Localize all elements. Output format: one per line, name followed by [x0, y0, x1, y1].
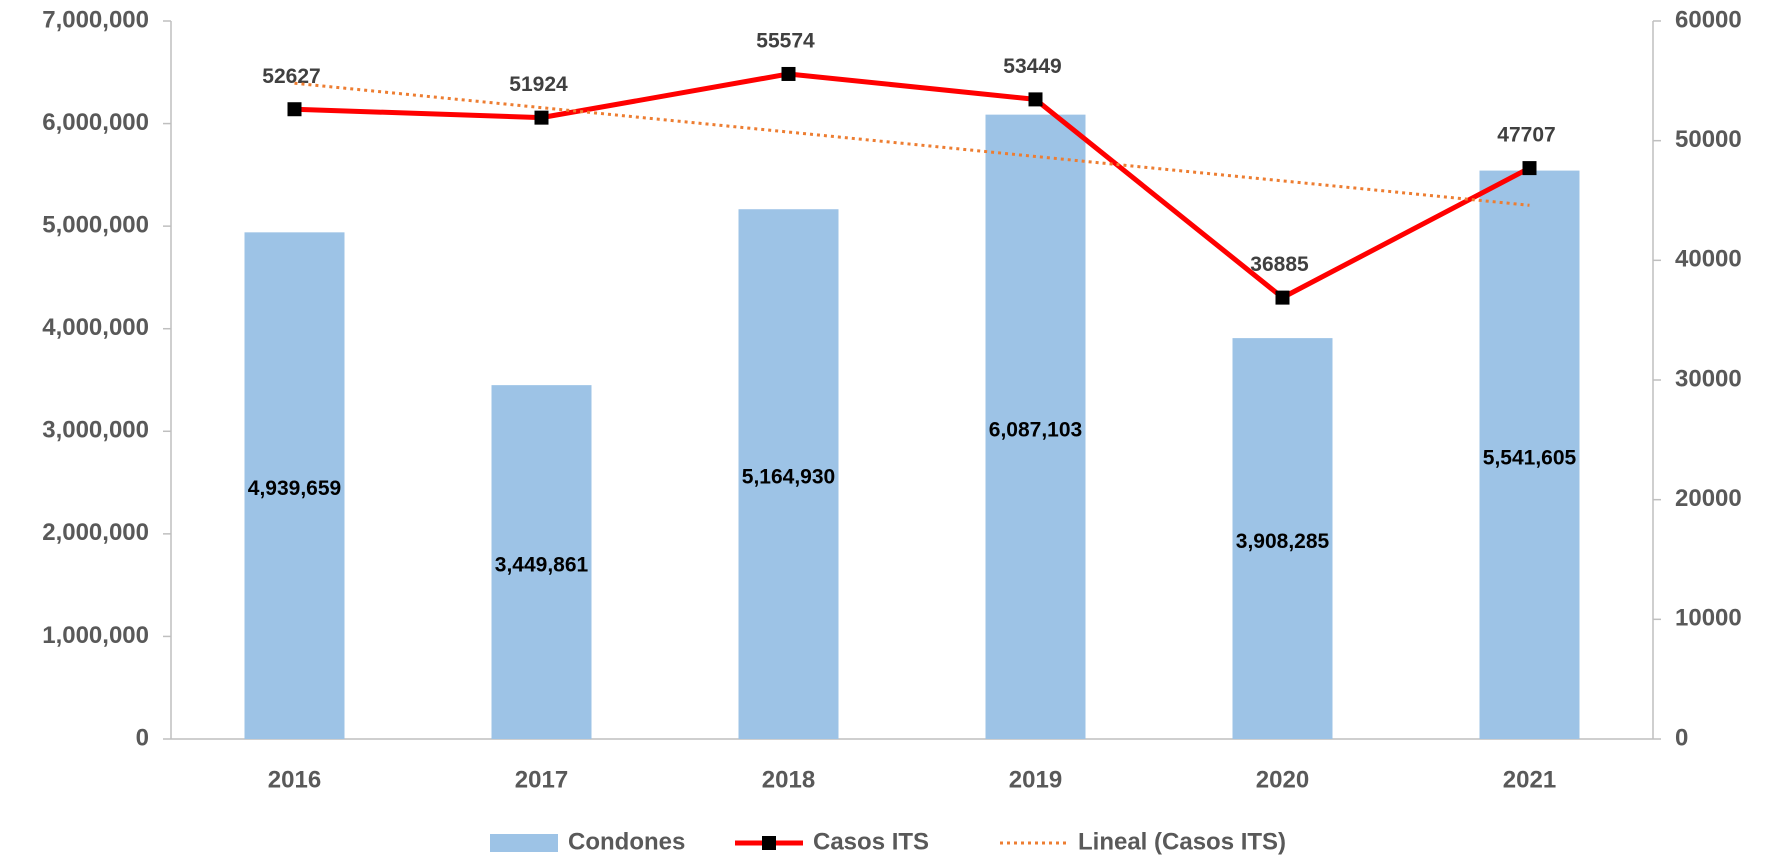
- bar-value-label: 5,541,605: [1483, 446, 1577, 469]
- legend-swatch: [490, 834, 558, 852]
- bar: [1232, 338, 1333, 739]
- line: [294, 71, 1531, 301]
- y2-tick-label: 20000: [1675, 485, 1742, 512]
- x-tick-label: 2016: [268, 766, 321, 793]
- y2-tick-label: 60000: [1675, 6, 1742, 33]
- bar-value-label: 3,908,285: [1236, 530, 1330, 553]
- y2-tick-label: 30000: [1675, 365, 1742, 392]
- bar-value-label: 4,939,659: [248, 477, 341, 500]
- line-marker: [287, 102, 302, 117]
- legend-label: Condones: [568, 828, 685, 855]
- bar: [244, 232, 345, 739]
- trend-line: [294, 81, 1530, 207]
- line-value-label: 53449: [1003, 55, 1061, 78]
- bar-value-label: 3,449,861: [495, 554, 589, 577]
- y-tick-label: 3,000,000: [42, 417, 149, 444]
- x-tick-label: 2019: [1009, 766, 1062, 793]
- y-tick-label: 6,000,000: [42, 109, 149, 136]
- line-marker: [781, 66, 796, 81]
- line-value-label: 47707: [1497, 124, 1555, 147]
- line-marker: [1028, 92, 1043, 107]
- bar: [738, 209, 839, 739]
- x-tick-label: 2020: [1256, 766, 1309, 793]
- y-tick-label: 0: [136, 724, 149, 751]
- line-value-label: 51924: [509, 73, 568, 96]
- bar-value-label: 6,087,103: [989, 418, 1082, 441]
- legend-label: Lineal (Casos ITS): [1078, 828, 1286, 855]
- y2-tick-label: 40000: [1675, 246, 1742, 273]
- line-marker: [1522, 161, 1537, 176]
- legend-marker: [762, 836, 776, 850]
- y-tick-label: 7,000,000: [42, 6, 149, 33]
- y-tick-label: 5,000,000: [42, 211, 149, 238]
- line-marker: [534, 110, 549, 125]
- line-value-label: 55574: [756, 30, 815, 53]
- x-tick-label: 2021: [1503, 766, 1556, 793]
- y2-tick-label: 50000: [1675, 126, 1742, 153]
- line-value-label: 36885: [1250, 253, 1309, 276]
- bar: [491, 385, 592, 739]
- y2-tick-label: 0: [1675, 724, 1688, 751]
- y-tick-label: 1,000,000: [42, 622, 149, 649]
- y-tick-label: 4,000,000: [42, 314, 149, 341]
- x-tick-label: 2018: [762, 766, 815, 793]
- y2-tick-label: 10000: [1675, 605, 1742, 632]
- bar-value-label: 5,164,930: [742, 466, 835, 489]
- line-value-label: 52627: [262, 65, 320, 88]
- bar: [985, 114, 1086, 739]
- bar: [1479, 170, 1580, 739]
- y-tick-label: 2,000,000: [42, 519, 149, 546]
- line-marker: [1275, 290, 1290, 305]
- x-tick-label: 2017: [515, 766, 568, 793]
- legend-label: Casos ITS: [813, 828, 929, 855]
